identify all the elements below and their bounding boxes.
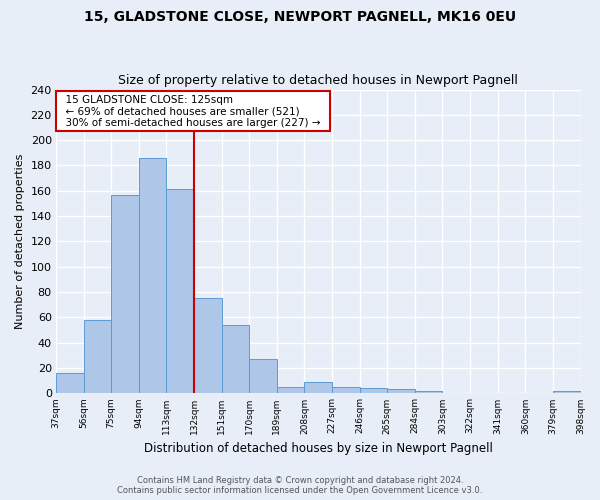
Bar bbox=[415, 390, 442, 393]
Bar bbox=[221, 325, 249, 393]
Text: 15, GLADSTONE CLOSE, NEWPORT PAGNELL, MK16 0EU: 15, GLADSTONE CLOSE, NEWPORT PAGNELL, MK… bbox=[84, 10, 516, 24]
Bar bbox=[139, 158, 166, 393]
Bar bbox=[83, 320, 111, 393]
Bar bbox=[277, 387, 304, 393]
Bar bbox=[332, 387, 359, 393]
Bar bbox=[194, 298, 221, 393]
Bar bbox=[56, 373, 83, 393]
Bar bbox=[387, 390, 415, 393]
Bar bbox=[553, 390, 581, 393]
Title: Size of property relative to detached houses in Newport Pagnell: Size of property relative to detached ho… bbox=[118, 74, 518, 87]
Bar bbox=[304, 382, 332, 393]
Y-axis label: Number of detached properties: Number of detached properties bbox=[15, 154, 25, 329]
Text: 15 GLADSTONE CLOSE: 125sqm
  ← 69% of detached houses are smaller (521)
  30% of: 15 GLADSTONE CLOSE: 125sqm ← 69% of deta… bbox=[59, 94, 327, 128]
Bar bbox=[359, 388, 387, 393]
Text: Contains HM Land Registry data © Crown copyright and database right 2024.
Contai: Contains HM Land Registry data © Crown c… bbox=[118, 476, 482, 495]
X-axis label: Distribution of detached houses by size in Newport Pagnell: Distribution of detached houses by size … bbox=[144, 442, 493, 455]
Bar bbox=[249, 359, 277, 393]
Bar bbox=[111, 194, 139, 393]
Bar bbox=[166, 190, 194, 393]
